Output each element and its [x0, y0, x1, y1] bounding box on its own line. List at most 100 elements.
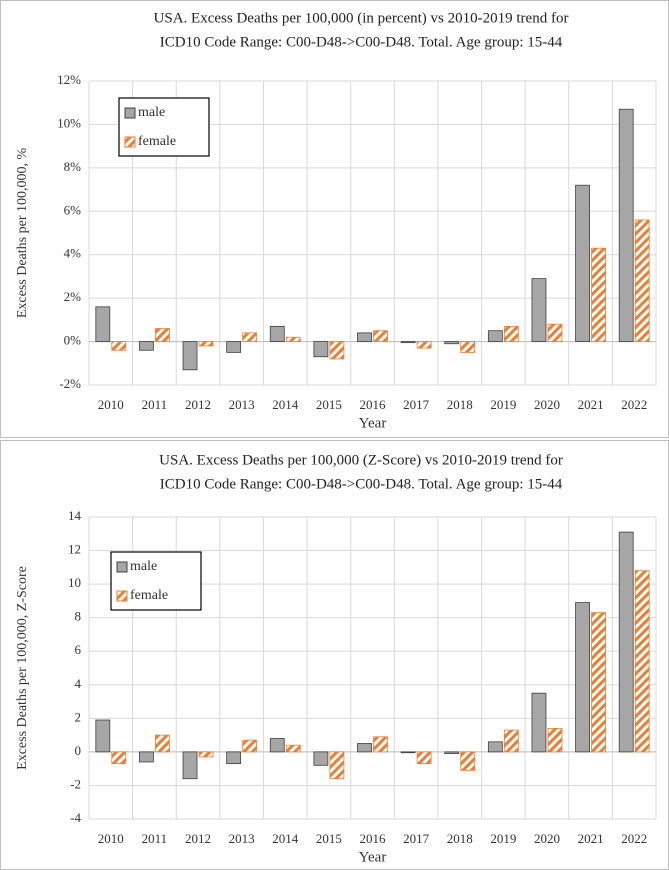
- bar: [400, 341, 416, 344]
- bar: [400, 751, 416, 754]
- x-tick-label: 2014: [272, 397, 299, 412]
- bar: [285, 336, 301, 342]
- chart-title: ICD10 Code Range: C00-D48->C00-D48. Tota…: [160, 34, 563, 50]
- x-axis-label: Year: [359, 849, 387, 865]
- legend-swatch: [116, 561, 128, 573]
- y-tick-label: 12: [68, 542, 81, 557]
- bar: [95, 306, 111, 342]
- bar: [111, 751, 127, 765]
- bar: [139, 341, 154, 351]
- panel: USA. Excess Deaths per 100,000 (in perce…: [0, 0, 669, 438]
- y-tick-label: 4: [75, 676, 82, 691]
- legend-swatch: [116, 590, 128, 602]
- bar: [242, 332, 258, 342]
- bar: [198, 751, 214, 758]
- bar: [503, 729, 519, 753]
- y-tick-label: 6: [75, 642, 82, 657]
- bar: [357, 743, 372, 753]
- bar: [313, 751, 329, 766]
- x-tick-label: 2010: [98, 831, 124, 846]
- x-tick-label: 2020: [534, 831, 560, 846]
- bar: [618, 531, 634, 753]
- x-tick-label: 2021: [578, 397, 604, 412]
- bar: [285, 744, 301, 753]
- x-tick-label: 2013: [229, 397, 255, 412]
- bar: [226, 341, 242, 353]
- y-tick-label: -2: [70, 776, 81, 791]
- y-axis-label: Excess Deaths per 100,000, Z-Score: [15, 566, 30, 770]
- bar: [269, 325, 285, 342]
- y-axis-label: Excess Deaths per 100,000, %: [15, 148, 30, 319]
- x-tick-label: 2019: [490, 397, 516, 412]
- legend-label: male: [130, 559, 157, 574]
- bar: [139, 751, 154, 763]
- bar: [357, 332, 372, 342]
- y-tick-label: 2: [75, 709, 82, 724]
- x-tick-label: 2012: [185, 397, 211, 412]
- chart: USA. Excess Deaths per 100,000 (Z-Score)…: [15, 452, 657, 865]
- y-tick-label: 2%: [64, 289, 82, 304]
- y-tick-label: 6%: [64, 202, 82, 217]
- bar: [182, 341, 198, 371]
- bar: [575, 602, 590, 753]
- y-tick-label: 14: [68, 508, 82, 523]
- x-tick-label: 2022: [621, 831, 647, 846]
- x-tick-label: 2017: [403, 831, 430, 846]
- bar: [531, 692, 547, 753]
- x-tick-label: 2021: [578, 831, 604, 846]
- bar: [503, 325, 519, 342]
- bar: [226, 751, 242, 765]
- x-tick-label: 2014: [272, 831, 299, 846]
- x-tick-label: 2012: [185, 831, 211, 846]
- bar: [373, 330, 388, 342]
- x-tick-label: 2010: [98, 397, 124, 412]
- bar: [487, 330, 503, 342]
- legend-label: female: [130, 588, 168, 603]
- bar: [155, 734, 170, 753]
- bar: [313, 341, 329, 358]
- chart-title: ICD10 Code Range: C00-D48->C00-D48. Tota…: [160, 476, 563, 492]
- bar: [547, 727, 563, 753]
- legend-swatch: [124, 107, 136, 119]
- x-tick-label: 2011: [142, 831, 168, 846]
- x-axis-label: Year: [359, 415, 387, 431]
- x-tick-label: 2011: [142, 397, 168, 412]
- legend-label: male: [138, 105, 165, 120]
- x-tick-label: 2022: [621, 397, 647, 412]
- bar: [547, 323, 563, 342]
- y-tick-label: 10%: [57, 115, 81, 130]
- bar: [444, 341, 460, 345]
- chart-title: USA. Excess Deaths per 100,000 (Z-Score)…: [159, 452, 563, 468]
- x-tick-label: 2015: [316, 831, 342, 846]
- bar: [591, 612, 606, 753]
- x-tick-label: 2019: [490, 831, 516, 846]
- y-tick-label: 10: [68, 575, 81, 590]
- bar: [487, 741, 503, 753]
- bar: [444, 751, 460, 754]
- x-tick-label: 2016: [360, 397, 387, 412]
- bar: [95, 719, 111, 753]
- x-tick-label: 2016: [360, 831, 387, 846]
- bar: [416, 341, 432, 349]
- y-tick-label: 8%: [64, 159, 82, 174]
- bar: [198, 341, 214, 347]
- bar: [575, 184, 590, 342]
- y-tick-label: 8: [75, 609, 82, 624]
- y-tick-label: 0: [75, 743, 82, 758]
- x-tick-label: 2013: [229, 831, 255, 846]
- bar: [618, 108, 634, 342]
- bar: [634, 570, 650, 753]
- bar: [591, 247, 606, 342]
- bar: [373, 736, 388, 753]
- bar: [460, 341, 476, 353]
- chart: USA. Excess Deaths per 100,000 (in perce…: [15, 10, 657, 431]
- y-tick-label: 12%: [57, 72, 81, 87]
- y-tick-label: 4%: [64, 246, 82, 261]
- x-tick-label: 2015: [316, 397, 342, 412]
- bar: [634, 219, 650, 342]
- bar: [269, 738, 285, 753]
- x-tick-label: 2018: [447, 831, 473, 846]
- bar: [182, 751, 198, 780]
- bar: [416, 751, 432, 765]
